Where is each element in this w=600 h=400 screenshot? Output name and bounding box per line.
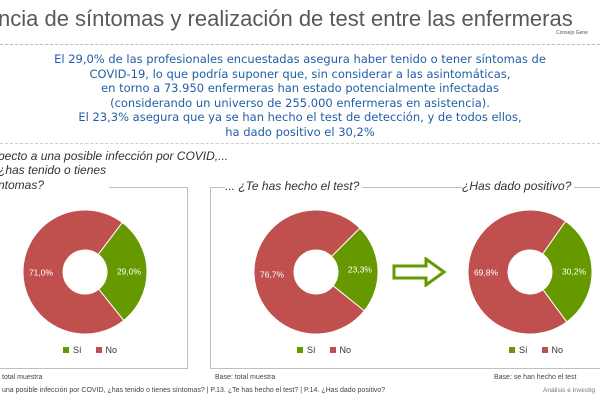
footer-brand: Análisis e Investig xyxy=(543,387,596,394)
data-label: 29,0% xyxy=(117,266,142,276)
legend-label: Sí xyxy=(519,345,528,355)
legend-si: Sí xyxy=(297,345,316,355)
pie-slice-no xyxy=(253,209,365,335)
legend-no: No xyxy=(541,345,564,355)
legend-label: Sí xyxy=(73,345,82,355)
legend-label: No xyxy=(105,345,118,355)
legend-label: No xyxy=(339,345,352,355)
legend-no: No xyxy=(329,345,352,355)
pie-slice-si xyxy=(330,227,379,312)
base-note-1: total muestra xyxy=(2,374,43,381)
base-note-3: Base: se han hecho el test xyxy=(494,374,577,381)
chart-2-title: ... ¿Te has hecho el test? xyxy=(225,179,363,194)
data-label: 69,8% xyxy=(474,267,499,277)
pie-slice-si xyxy=(541,220,593,323)
message-line: COVID-19, lo que podría suponer que, sin… xyxy=(89,66,511,81)
legend-label: No xyxy=(551,345,564,355)
pie-slice-no xyxy=(22,209,125,335)
data-label: 30,2% xyxy=(562,267,587,277)
title-line: ntomas? xyxy=(0,178,45,192)
message-line: El 23,3% asegura que ya se han hecho el … xyxy=(78,110,522,124)
divider xyxy=(0,44,600,45)
message-line: El 29,0% de las profesionales encuestada… xyxy=(54,52,546,66)
arrow-icon xyxy=(392,256,448,292)
legend-si: Sí xyxy=(509,345,528,355)
page-title: ncia de síntomas y realización de test e… xyxy=(0,6,573,31)
message-line: en torno a 73.950 enfermeras han estado … xyxy=(101,81,499,95)
legend-2: Sí No xyxy=(297,345,351,355)
data-label: 76,7% xyxy=(260,269,285,279)
intro-text: pecto a una posible infección por COVID,… xyxy=(0,149,229,163)
legend-label: Sí xyxy=(307,345,316,355)
data-label: 23,3% xyxy=(348,265,373,275)
chart-3-title: ¿Has dado positivo? xyxy=(462,179,575,194)
footer-note: una posible infección por COVID, ¿has te… xyxy=(2,387,386,394)
logo: Consejo Gene xyxy=(556,30,588,36)
pie-slice-si xyxy=(97,221,148,322)
message-paragraph-1: El 29,0% de las profesionales encuestada… xyxy=(20,52,580,110)
data-label: 71,0% xyxy=(29,268,54,278)
chart-1-title: ¿has tenido o tienes ntomas? xyxy=(0,163,110,193)
title-line: ¿has tenido o tienes xyxy=(0,163,107,177)
base-note-2: Base: total muestra xyxy=(215,374,276,381)
legend-3: Sí No xyxy=(509,345,563,355)
message-paragraph-2: El 23,3% asegura que ya se han hecho el … xyxy=(20,110,580,139)
message-line: ha dado positivo el 30,2% xyxy=(225,124,375,139)
legend-si: Sí xyxy=(63,345,82,355)
divider xyxy=(0,143,600,144)
pie-slice-no xyxy=(467,209,568,335)
legend-no: No xyxy=(95,345,118,355)
legend-1: Sí No xyxy=(63,345,117,355)
chart-box-2 xyxy=(210,187,600,369)
message-line: (considerando un universo de 255.000 enf… xyxy=(110,95,490,110)
